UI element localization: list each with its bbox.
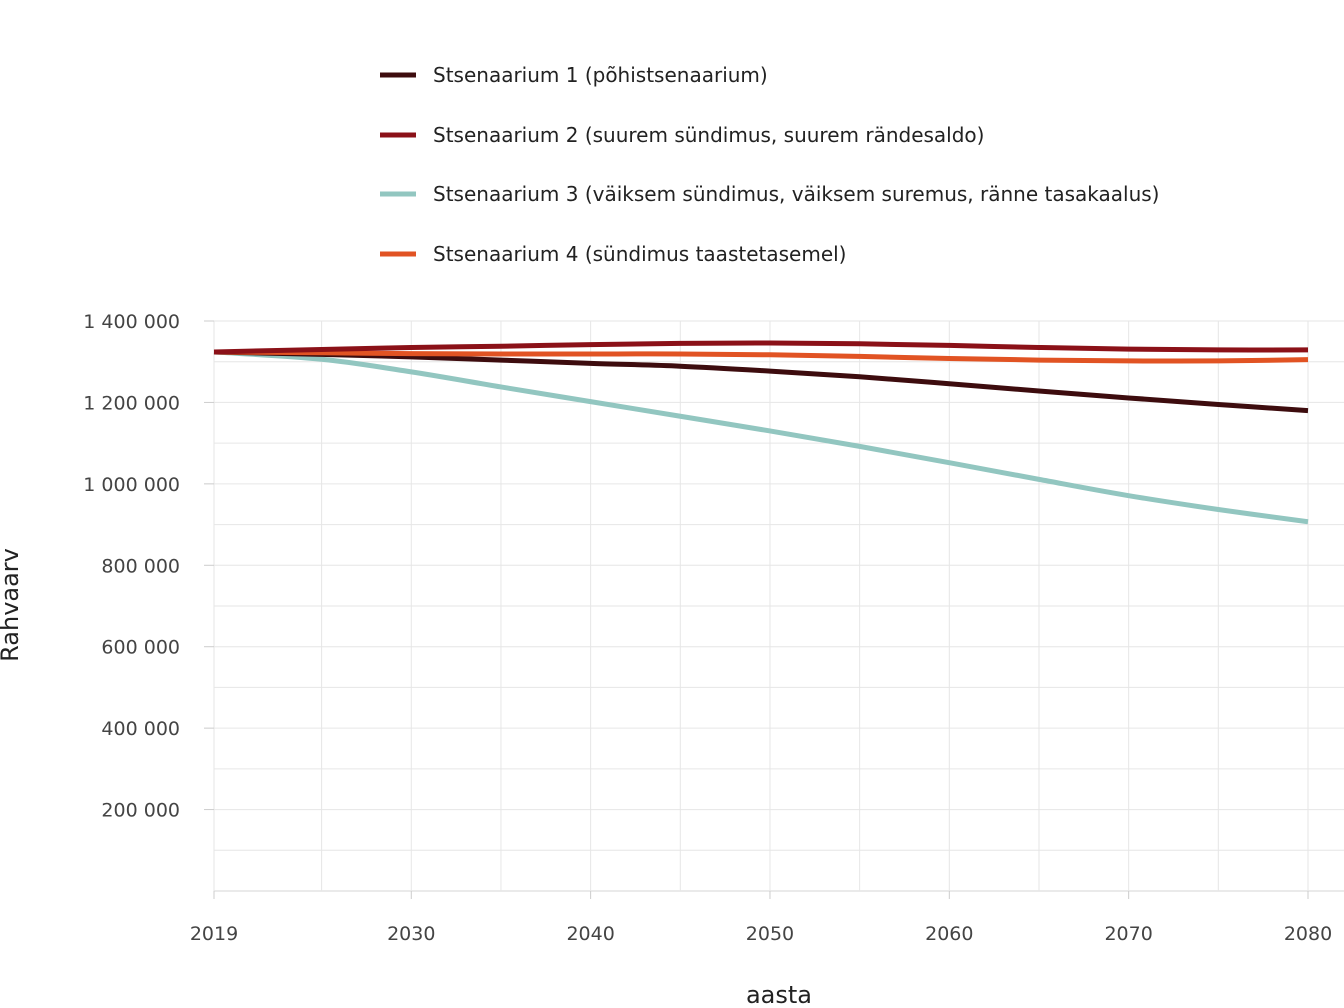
legend: Stsenaarium 1 (põhistsenaarium) Stsenaari… [380, 63, 1159, 266]
y-axis-title: Rahvaarv [0, 548, 24, 662]
series-line-2 [213, 340, 1309, 355]
x-tick-label: 2080 [1284, 923, 1332, 945]
legend-label-4: Stsenaarium 4 (sündimus taastetasemel) [433, 242, 846, 266]
legend-label-3: Stsenaarium 3 (väiksem sündimus, väiksem… [433, 182, 1159, 206]
series-lines [213, 340, 1309, 525]
y-axis-ticks: 200 000 400 000 600 000 800 000 1 000 000 1 2… [83, 311, 214, 822]
x-axis-title: aasta [746, 981, 812, 1008]
y-tick-label: 400 000 [101, 718, 180, 740]
y-tick-label: 1 400 000 [83, 311, 180, 333]
legend-label-2: Stsenaarium 2 (suurem sündimus, suurem r… [433, 123, 984, 147]
grid [213, 320, 1344, 892]
x-tick-label: 2019 [190, 923, 238, 945]
x-tick-label: 2060 [925, 923, 973, 945]
x-tick-label: 2040 [566, 923, 614, 945]
x-axis-ticks: 2019 2030 2040 2050 2060 2070 2080 [190, 891, 1332, 945]
y-tick-label: 600 000 [101, 637, 180, 659]
y-tick-label: 1 000 000 [83, 474, 180, 496]
y-tick-label: 800 000 [101, 555, 180, 577]
series-line-1 [213, 349, 1309, 414]
series-line-4 [213, 349, 1309, 364]
x-tick-label: 2070 [1104, 923, 1152, 945]
legend-label-1: Stsenaarium 1 (põhistsenaarium) [433, 63, 768, 87]
x-tick-label: 2030 [387, 923, 435, 945]
series-line-3 [213, 349, 1309, 525]
y-tick-label: 1 200 000 [83, 392, 180, 414]
y-tick-label: 200 000 [101, 800, 180, 822]
x-tick-label: 2050 [746, 923, 794, 945]
